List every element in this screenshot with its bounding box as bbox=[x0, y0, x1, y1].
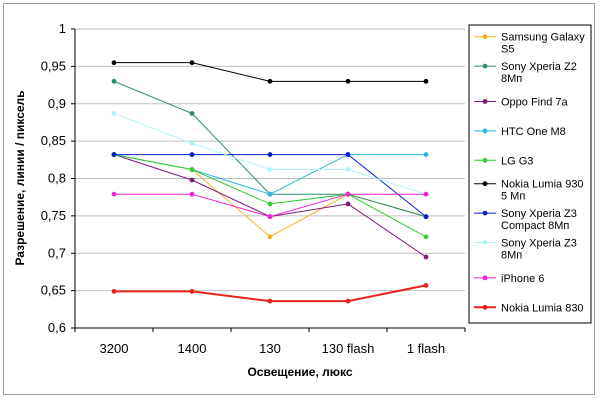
data-point bbox=[345, 78, 351, 84]
data-point bbox=[423, 254, 429, 260]
data-point bbox=[423, 78, 429, 84]
data-point bbox=[423, 191, 429, 197]
series-4 bbox=[111, 152, 429, 240]
legend-entry-label: LG G3 bbox=[501, 155, 533, 167]
data-point bbox=[111, 152, 117, 157]
legend-swatch-marker bbox=[482, 34, 488, 40]
legend-swatch-marker bbox=[482, 99, 488, 104]
legend-swatch-marker bbox=[482, 128, 488, 134]
x-tick-label: 3200 bbox=[100, 341, 129, 356]
legend-swatch-marker bbox=[482, 275, 488, 281]
series-9 bbox=[111, 282, 429, 304]
legend-swatch-marker bbox=[482, 63, 488, 69]
data-point bbox=[267, 191, 273, 197]
series-5 bbox=[111, 60, 429, 84]
data-point bbox=[189, 167, 195, 172]
data-point bbox=[189, 60, 195, 66]
x-axis-ticks: 3200 1400 130 130 flash 1 flash bbox=[74, 328, 466, 356]
series-3 bbox=[111, 152, 429, 197]
data-point bbox=[267, 78, 273, 84]
data-point bbox=[267, 201, 273, 207]
data-point bbox=[189, 177, 195, 183]
legend-swatch-marker bbox=[482, 157, 488, 163]
series-line bbox=[114, 62, 426, 82]
data-point bbox=[111, 78, 117, 84]
y-tick-label: 0,6 bbox=[48, 320, 66, 335]
data-point bbox=[345, 298, 351, 304]
data-point bbox=[267, 298, 273, 304]
y-tick-label: 1 bbox=[59, 21, 66, 36]
data-point bbox=[267, 152, 273, 157]
data-point bbox=[111, 111, 117, 116]
x-tick-label: 1400 bbox=[178, 341, 207, 356]
legend-entry-label: Nokia Lumia 830 bbox=[501, 302, 584, 314]
y-tick-label: 0,65 bbox=[41, 283, 66, 298]
data-point bbox=[423, 152, 429, 157]
x-tick-label: 1 flash bbox=[407, 341, 445, 356]
data-point bbox=[423, 214, 429, 220]
axes bbox=[74, 29, 465, 329]
series-lines bbox=[111, 60, 429, 304]
data-point bbox=[111, 288, 117, 294]
legend-entry-label: Sony Xperia Z2 8Мп bbox=[501, 61, 577, 85]
y-tick-label: 0,7 bbox=[48, 245, 66, 260]
y-tick-label: 0,75 bbox=[41, 208, 66, 223]
data-point bbox=[345, 152, 351, 157]
y-axis-ticks: 0,6 0,65 0,7 0,75 0,8 0,85 0,9 0,95 1 bbox=[41, 21, 75, 335]
legend-entry-label: Samsung Galaxy S5 bbox=[501, 32, 585, 56]
data-point bbox=[423, 282, 429, 288]
data-point bbox=[345, 201, 351, 207]
y-tick-label: 0,9 bbox=[48, 96, 66, 111]
data-point bbox=[267, 167, 273, 172]
legend-swatch-marker bbox=[482, 210, 488, 216]
y-tick-label: 0,85 bbox=[41, 133, 66, 148]
data-point bbox=[111, 191, 117, 197]
data-point bbox=[189, 191, 195, 197]
x-tick-label: 130 bbox=[259, 341, 281, 356]
legend-entry-label: Sony Xperia Z3 Compact 8Мп bbox=[501, 208, 577, 232]
legend-swatch-marker bbox=[482, 181, 488, 187]
x-axis-title: Освещение, люкс bbox=[247, 365, 352, 379]
y-axis-title: Разрешение, линии / пиксель bbox=[13, 90, 27, 265]
data-point bbox=[345, 167, 351, 172]
data-point bbox=[189, 288, 195, 294]
data-point bbox=[267, 214, 273, 220]
series-6 bbox=[111, 152, 429, 220]
legend-box bbox=[468, 24, 592, 324]
data-point bbox=[189, 140, 195, 146]
series-1 bbox=[111, 78, 429, 220]
chart-frame bbox=[3, 3, 595, 395]
data-point bbox=[267, 234, 273, 240]
data-point bbox=[345, 191, 351, 197]
legend-entry-label: Nokia Lumia 930 5 Мп bbox=[501, 179, 584, 203]
y-tick-label: 0,95 bbox=[41, 58, 66, 73]
legend: Samsung Galaxy S5 Sony Xperia Z2 8Мп Oppo Fi… bbox=[468, 24, 592, 324]
legend-entry-label: HTC One M8 bbox=[501, 126, 566, 138]
legend-swatch-marker bbox=[482, 304, 488, 310]
legend-swatch-marker bbox=[482, 240, 488, 245]
legend-entry-label: Oppo Find 7a bbox=[501, 97, 569, 109]
grid-lines bbox=[75, 28, 465, 292]
y-tick-label: 0,8 bbox=[48, 171, 66, 186]
legend-entry-label: Sony Xperia Z3 8Мп bbox=[501, 238, 577, 262]
x-tick-label: 130 flash bbox=[322, 341, 375, 356]
data-point bbox=[111, 60, 117, 66]
legend-entry-label: iPhone 6 bbox=[501, 273, 544, 285]
data-point bbox=[189, 152, 195, 157]
data-point bbox=[189, 111, 195, 116]
series-line bbox=[113, 154, 426, 195]
data-point bbox=[423, 234, 429, 240]
series-8 bbox=[111, 191, 429, 220]
